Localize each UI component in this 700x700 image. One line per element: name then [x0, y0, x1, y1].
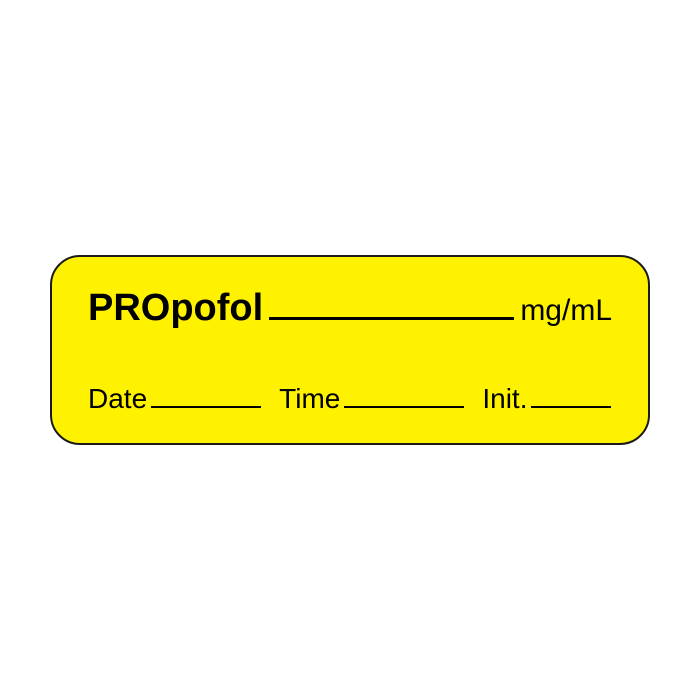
dose-blank [269, 317, 514, 320]
dose-unit: mg/mL [520, 294, 612, 328]
drug-name: PROpofol [88, 287, 263, 330]
init-label: Init. [482, 383, 527, 415]
init-blank [531, 406, 611, 408]
drug-row: PROpofol mg/mL [88, 287, 612, 330]
date-label: Date [88, 383, 147, 415]
time-blank [344, 406, 464, 408]
date-blank [151, 406, 261, 408]
medication-label: PROpofol mg/mL Date Time Init. [50, 255, 650, 445]
time-label: Time [279, 383, 340, 415]
meta-row: Date Time Init. [88, 383, 612, 415]
